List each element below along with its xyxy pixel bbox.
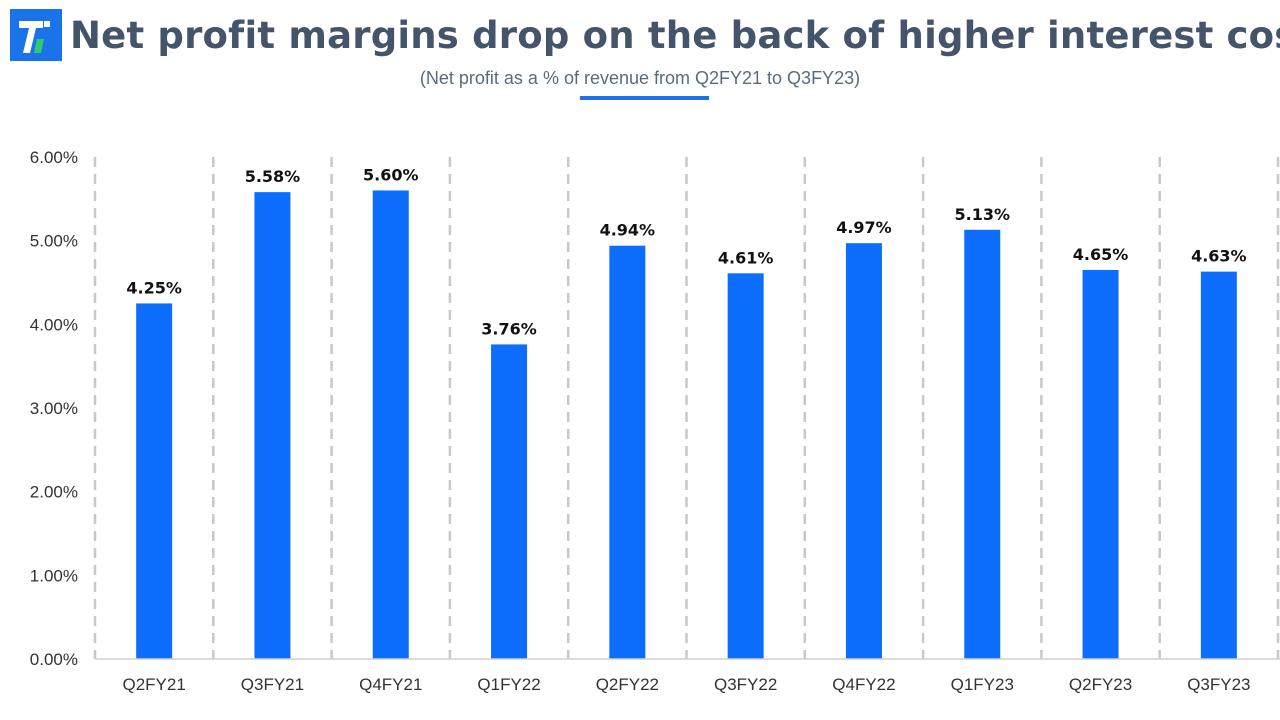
bar — [136, 303, 173, 659]
data-label: 5.60% — [363, 165, 419, 184]
bars — [136, 190, 1237, 660]
x-tick-label: Q4FY21 — [359, 675, 422, 694]
page-title: Net profit margins drop on the back of h… — [70, 14, 1280, 57]
x-tick-label: Q2FY23 — [1069, 675, 1132, 694]
bar — [372, 190, 409, 659]
y-tick-label: 4.00% — [30, 315, 78, 334]
x-tick-label: Q4FY22 — [832, 675, 895, 694]
y-tick-label: 0.00% — [30, 650, 78, 669]
x-axis: Q2FY21 Q3FY21 Q4FY21 Q1FY22 Q2FY22 Q3FY22 Q4FY… — [95, 658, 1280, 694]
bar — [964, 229, 1001, 660]
brand-logo — [10, 9, 62, 61]
y-tick-label: 6.00% — [30, 148, 78, 167]
x-tick-label: Q2FY21 — [122, 675, 185, 694]
y-tick-label: 5.00% — [30, 232, 78, 251]
y-tick-label: 1.00% — [30, 566, 78, 585]
x-tick-label: Q2FY22 — [596, 675, 659, 694]
data-label: 4.97% — [836, 218, 892, 237]
x-tick-label: Q1FY23 — [951, 675, 1014, 694]
y-axis: 0.00% 1.00% 2.00% 3.00% 4.00% 5.00% 6.00% — [30, 148, 78, 669]
bar — [845, 243, 882, 659]
logo-icon — [19, 21, 50, 53]
bar — [1200, 271, 1237, 659]
data-labels: 4.25% 5.58% 5.60% 3.76% 4.94% 4.61% 4.97% 5.13%… — [126, 165, 1246, 338]
data-label: 4.63% — [1191, 247, 1247, 266]
data-label: 4.61% — [718, 248, 774, 267]
bar — [727, 273, 764, 659]
bar — [254, 192, 291, 659]
bar — [1082, 269, 1119, 659]
data-label: 4.94% — [600, 221, 656, 240]
data-label: 5.58% — [245, 167, 301, 186]
x-tick-label: Q3FY23 — [1187, 675, 1250, 694]
x-tick-label: Q3FY22 — [714, 675, 777, 694]
x-tick-label: Q1FY22 — [477, 675, 540, 694]
bar — [491, 344, 528, 659]
data-label: 4.25% — [126, 278, 182, 297]
subtitle-underline — [580, 96, 709, 100]
data-label: 5.13% — [954, 205, 1010, 224]
bar — [609, 245, 646, 660]
data-label: 4.65% — [1073, 245, 1129, 264]
x-tick-label: Q3FY21 — [241, 675, 304, 694]
y-tick-label: 2.00% — [30, 483, 78, 502]
y-tick-label: 3.00% — [30, 399, 78, 418]
data-label: 3.76% — [481, 319, 537, 338]
page-subtitle: (Net profit as a % of revenue from Q2FY2… — [419, 68, 861, 88]
